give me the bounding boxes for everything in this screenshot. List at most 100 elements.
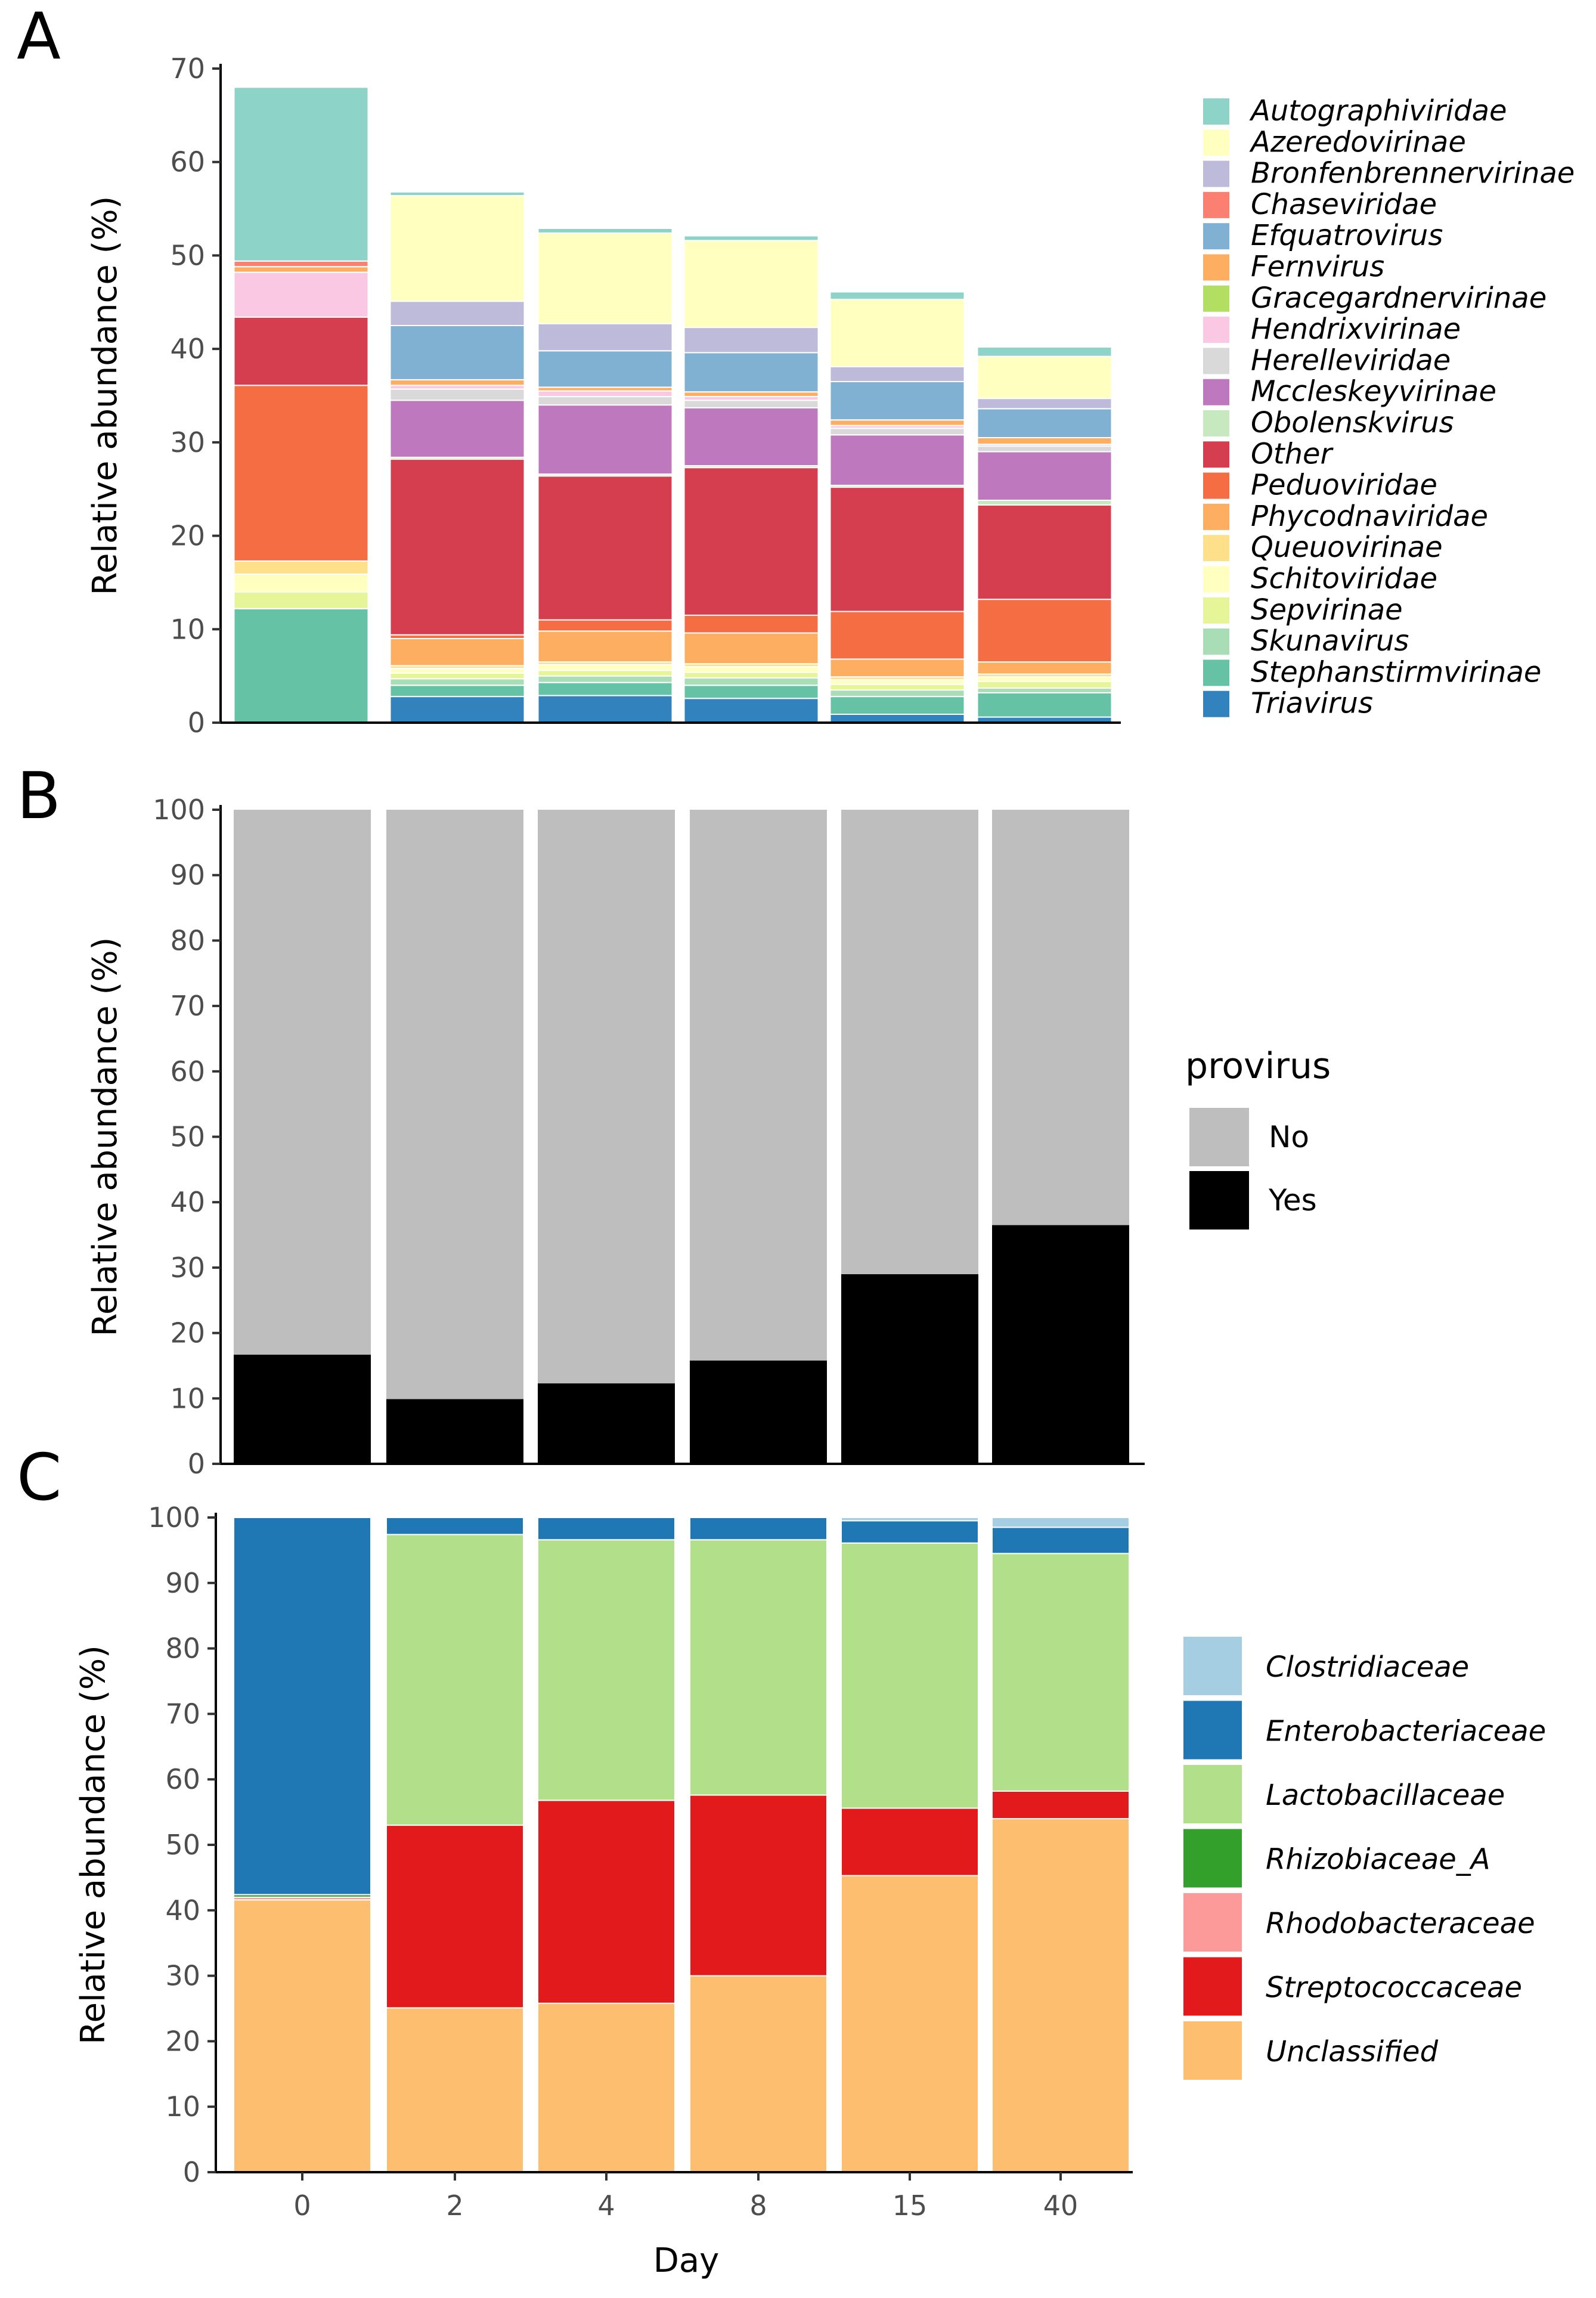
bar-segment-day2-stephanstirmvirinae — [389, 685, 525, 698]
y-tick-label: 40 — [170, 333, 205, 365]
y-tick-label: 60 — [170, 146, 205, 178]
legend-swatch — [1203, 317, 1229, 343]
legend-swatch — [1203, 628, 1229, 655]
legend-label: Rhizobiaceae_A — [1266, 1843, 1490, 1876]
legend-swatch — [1203, 690, 1229, 717]
bar-segment-day8-unclassified — [689, 1975, 828, 2173]
bar-segment-day4-herelleviridae — [537, 396, 673, 406]
y-tick-label: 50 — [170, 1121, 205, 1153]
bar-segment-day15-phycodnaviridae — [829, 658, 965, 678]
bar-segment-day2-mccleskeyvirinae — [389, 399, 525, 458]
bar-segment-day8-autographiviridae — [683, 235, 819, 241]
legend-label: Mccleskeyvirinae — [1251, 375, 1496, 408]
legend-label: No — [1269, 1120, 1309, 1154]
bar-segment-day0-unclassified — [233, 1899, 371, 2173]
bar-segment-day40-herelleviridae — [977, 445, 1112, 453]
bar-segment-day40-schitoviridae — [977, 676, 1112, 683]
y-tick-label: 60 — [170, 1055, 205, 1088]
bar-segment-day8-fernvirus — [683, 391, 819, 398]
bar-segment-day0-yes — [234, 1354, 371, 1464]
bar-segment-day15-unclassified — [841, 1875, 979, 2173]
bar-segment-day40-fernvirus — [977, 437, 1112, 445]
bar-segment-day4-triavirus — [537, 695, 673, 723]
bar-segment-day4-lactobacillaceae — [537, 1539, 675, 1801]
bar-segment-day40-efquatrovirus — [977, 408, 1112, 439]
bar-segment-day2-azeredovirinae — [389, 195, 525, 302]
bar-segment-day4-phycodnaviridae — [537, 630, 673, 663]
legend-label: Peduoviridae — [1251, 469, 1437, 502]
legend-label: Efquatrovirus — [1251, 219, 1443, 252]
bar-segment-day0-hendrixvirinae — [233, 271, 369, 318]
bar-segment-day2-bronfenbrennervirinae — [389, 301, 525, 326]
legend-swatch — [1203, 254, 1229, 281]
bar-segment-day4-unclassified — [537, 2002, 675, 2173]
bar-segment-day0-fernvirus — [233, 266, 369, 273]
y-tick-label: 40 — [165, 1894, 200, 1927]
panel-a-chart: A 0 10 20 30 40 50 60 70 Relative abundance (%) Au… — [17, 0, 1575, 739]
bar-segment-day40-streptococcaceae — [991, 1790, 1130, 1820]
bar-segment-day0-peduoviridae — [233, 385, 369, 562]
bar-segment-day8-skunavirus — [683, 677, 819, 686]
bar-segment-day40-yes — [992, 1225, 1129, 1464]
legend-label: Rhodobacteraceae — [1266, 1907, 1535, 1940]
legend-label: Skunavirus — [1251, 624, 1409, 658]
bar-segment-day15-autographiviridae — [829, 291, 965, 301]
bar-segment-day15-azeredovirinae — [829, 299, 965, 367]
bar-segment-day15-stephanstirmvirinae — [829, 696, 965, 715]
legend-label: Clostridiaceae — [1266, 1650, 1469, 1684]
legend-swatch — [1183, 2021, 1242, 2080]
y-tick-label: 40 — [170, 1186, 205, 1218]
y-tick-label: 30 — [170, 426, 205, 459]
legend-swatch — [1203, 566, 1229, 593]
bar-segment-day8-herelleviridae — [683, 399, 819, 408]
legend-label: Autographiviridae — [1249, 94, 1507, 128]
y-tick-label: 100 — [148, 1501, 200, 1534]
bar-segment-day2-fernvirus — [389, 379, 525, 386]
y-axis-title: Relative abundance (%) — [86, 196, 125, 596]
bar-segment-day2-herelleviridae — [389, 388, 525, 401]
bar-segment-day15-herelleviridae — [829, 428, 965, 436]
y-tick-label: 30 — [170, 1252, 205, 1284]
bar-segment-day15-fernvirus — [829, 419, 965, 426]
bar-segment-day8-streptococcaceae — [689, 1794, 828, 1977]
x-tick-label: 40 — [1043, 2189, 1079, 2222]
legend-title: provirus — [1185, 1045, 1331, 1087]
bar-segment-day15-other — [829, 487, 965, 612]
bar-segment-day2-schitoviridae — [389, 668, 525, 674]
bar-segment-day4-bronfenbrennervirinae — [537, 323, 673, 352]
panel-letter: B — [17, 759, 61, 834]
bar-segment-day0-stephanstirmvirinae — [233, 608, 369, 724]
legend-swatch — [1203, 98, 1229, 125]
bar-segment-day4-no — [538, 810, 675, 1384]
bar-segment-day40-skunavirus — [977, 687, 1112, 693]
bar-segment-day4-mccleskeyvirinae — [537, 404, 673, 475]
bar-segment-day40-unclassified — [991, 1818, 1130, 2173]
y-tick-label: 80 — [170, 924, 205, 956]
bar-segment-day15-lactobacillaceae — [841, 1542, 979, 1809]
bar-segment-day0-queuovirinae — [233, 560, 369, 575]
legend-label: Chaseviridae — [1251, 188, 1437, 221]
bar-segment-day40-sepvirinae — [977, 681, 1112, 689]
legend-swatch — [1203, 160, 1229, 187]
legend-swatch — [1183, 1829, 1242, 1888]
legend-label: Other — [1251, 437, 1334, 470]
y-tick-label: 10 — [170, 1382, 205, 1414]
bar-segment-day2-skunavirus — [389, 678, 525, 686]
y-tick-label: 60 — [165, 1763, 200, 1795]
bar-segment-day2-other — [389, 459, 525, 636]
legend-label: Sepvirinae — [1251, 593, 1403, 627]
x-tick-label: 0 — [293, 2189, 311, 2222]
y-tick-label: 80 — [165, 1633, 200, 1665]
y-tick-label: 70 — [165, 1698, 200, 1730]
bar-segment-day40-peduoviridae — [977, 599, 1112, 663]
bar-segment-day15-skunavirus — [829, 689, 965, 698]
y-axis-title: Relative abundance (%) — [74, 1645, 113, 2045]
bar-segment-day4-skunavirus — [537, 675, 673, 683]
bar-segment-day8-peduoviridae — [683, 614, 819, 634]
legend-swatch — [1183, 1765, 1242, 1823]
bar-segment-day2-lactobacillaceae — [386, 1534, 524, 1826]
bar-segment-day4-hendrixvirinae — [537, 390, 673, 398]
bar-segment-day4-autographiviridae — [537, 227, 673, 234]
x-tick-label: 15 — [892, 2189, 928, 2222]
